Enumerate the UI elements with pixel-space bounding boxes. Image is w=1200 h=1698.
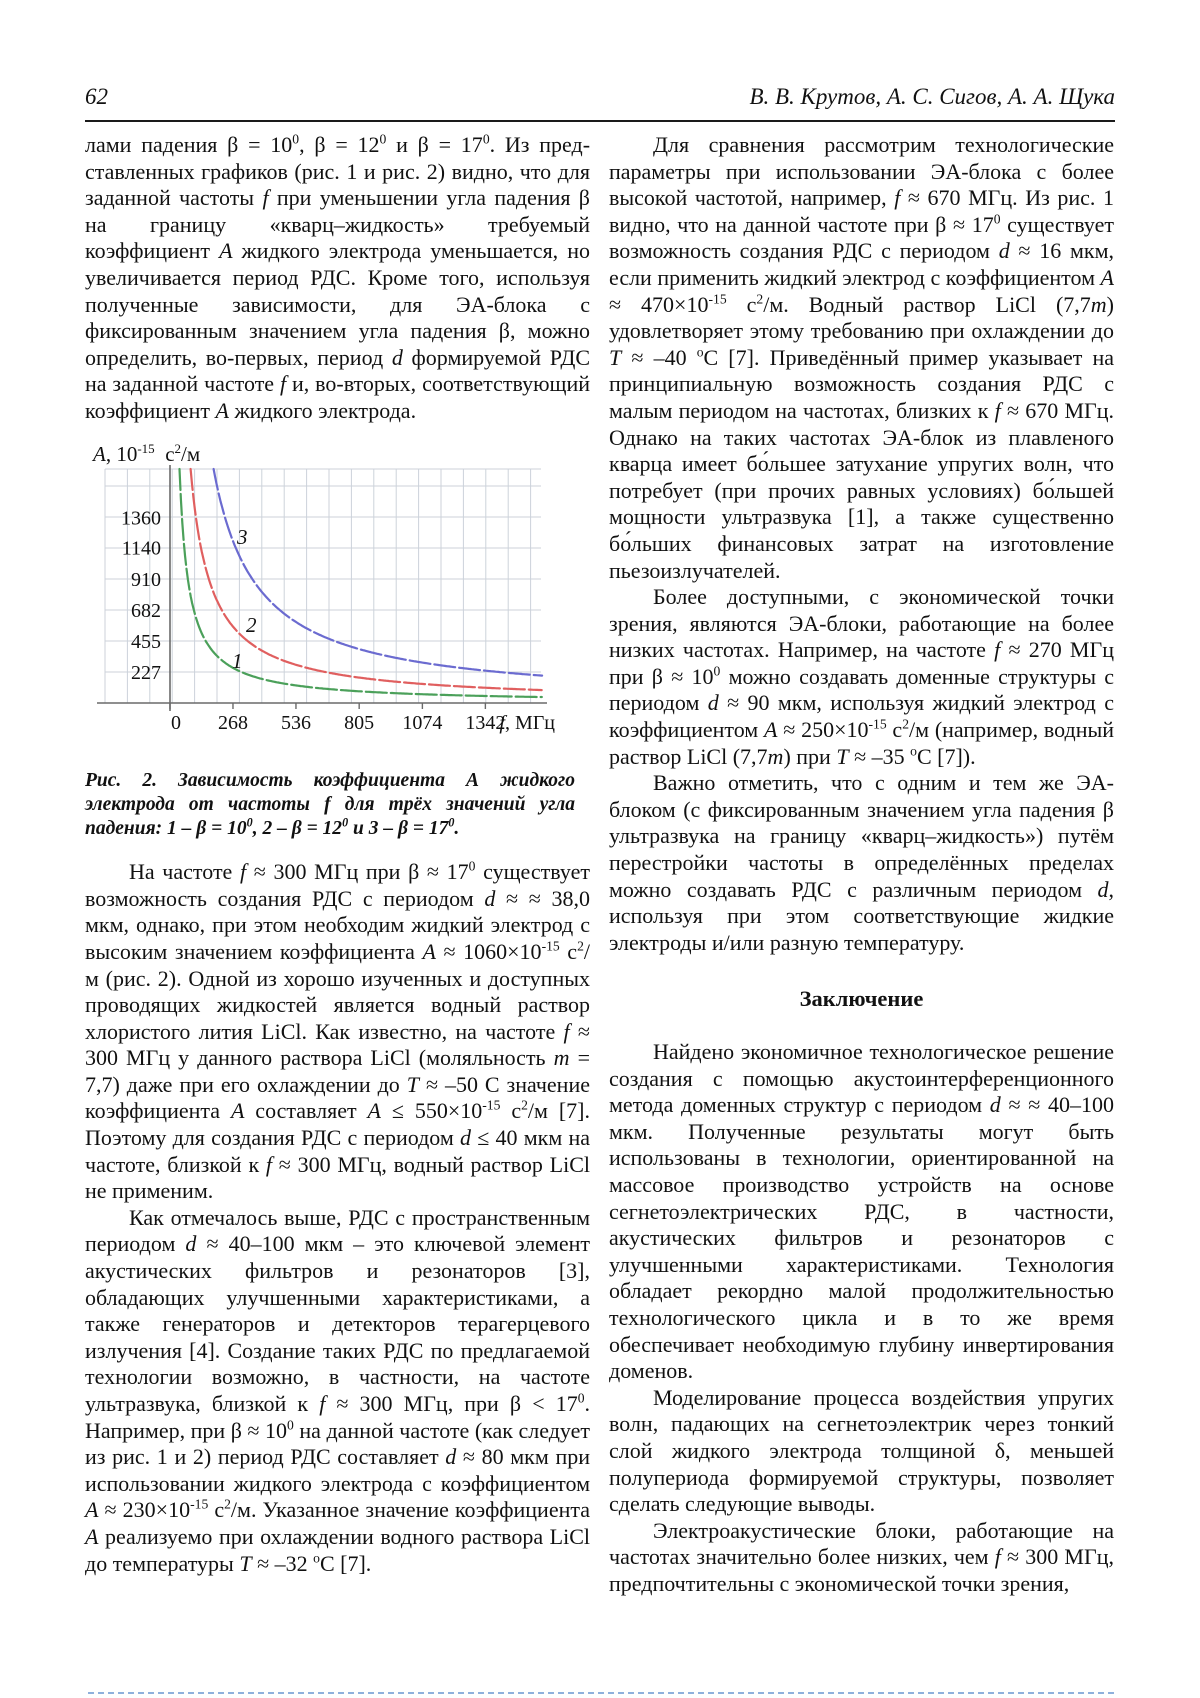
- page-number: 62: [85, 84, 108, 109]
- two-column-body: лами падения β = 100, β = 120 и β = 170.…: [85, 132, 1115, 1597]
- page-bottom-guide-line: [88, 1692, 1114, 1694]
- chart-x-axis-title: f, МГц: [499, 712, 555, 734]
- chart-axes: [97, 464, 547, 711]
- paragraph-right-3: Важно отметить, что с одним и тем же ЭА-…: [609, 770, 1114, 955]
- chart-y-axis-title: A, 10-15 с2/м: [93, 440, 201, 466]
- paragraph-right-5: Моделирование процесса воздействия упруг…: [609, 1384, 1114, 1517]
- svg-text:536: 536: [281, 712, 311, 734]
- svg-text:1360: 1360: [121, 507, 161, 529]
- curve-label-2: 2: [246, 613, 257, 637]
- paragraph-right-1: Для сравнения рассмотрим технологические…: [609, 132, 1114, 583]
- left-column: лами падения β = 100, β = 120 и β = 170.…: [85, 132, 590, 1597]
- svg-text:910: 910: [131, 568, 161, 590]
- svg-text:227: 227: [131, 662, 161, 684]
- svg-text:682: 682: [131, 599, 161, 621]
- header-rule: [85, 120, 1115, 122]
- paragraph-right-6: Электроакустические блоки, работающие на…: [609, 1517, 1114, 1596]
- svg-text:1342: 1342: [465, 712, 505, 734]
- chart-curves: 12 3: [178, 467, 544, 698]
- svg-text:1140: 1140: [122, 537, 161, 559]
- curve-label-1: 1: [232, 649, 243, 673]
- paragraph-right-2: Более доступными, с экономической точки …: [609, 584, 1115, 769]
- svg-text:0: 0: [171, 712, 181, 734]
- chart-grid: [104, 468, 541, 703]
- authors-line: В. В. Крутов, А. С. Сигов, А. А. Щука: [749, 84, 1115, 109]
- right-column: Для сравнения рассмотрим технологические…: [609, 132, 1114, 1597]
- curve-3: [212, 467, 544, 677]
- figure-2: A, 10-15 с2/м 0 268 536 805 1074 1342 f, МГц 22…: [85, 441, 575, 842]
- svg-text:455: 455: [131, 630, 161, 652]
- paragraph-right-4: Найдено экономичное технологическое реше…: [609, 1039, 1114, 1384]
- curve-1: [178, 467, 543, 698]
- page-header: 62 В. В. Крутов, А. С. Сигов, А. А. Щука: [85, 84, 1115, 110]
- curve-label-3: 3: [236, 525, 248, 549]
- paragraph-continuation: лами падения β = 100, β = 120 и β = 170.…: [85, 131, 591, 423]
- svg-text:1074: 1074: [402, 712, 442, 734]
- conclusion-heading: Заключение: [799, 986, 924, 1012]
- chart-y-ticks: 227 455 682 910 1140 1360: [121, 507, 161, 684]
- curve-2: [189, 467, 543, 691]
- figure-caption: Рис. 2. Зависимость коэффициента А жидко…: [85, 770, 575, 840]
- paragraph-left-2: На частоте f ≈ 300 МГц при β ≈ 170 сущес…: [85, 858, 591, 1204]
- paragraph-left-3: Как отмечалось выше, РДС с пространствен…: [85, 1204, 591, 1576]
- svg-text:268: 268: [218, 712, 248, 734]
- svg-text:805: 805: [344, 712, 374, 734]
